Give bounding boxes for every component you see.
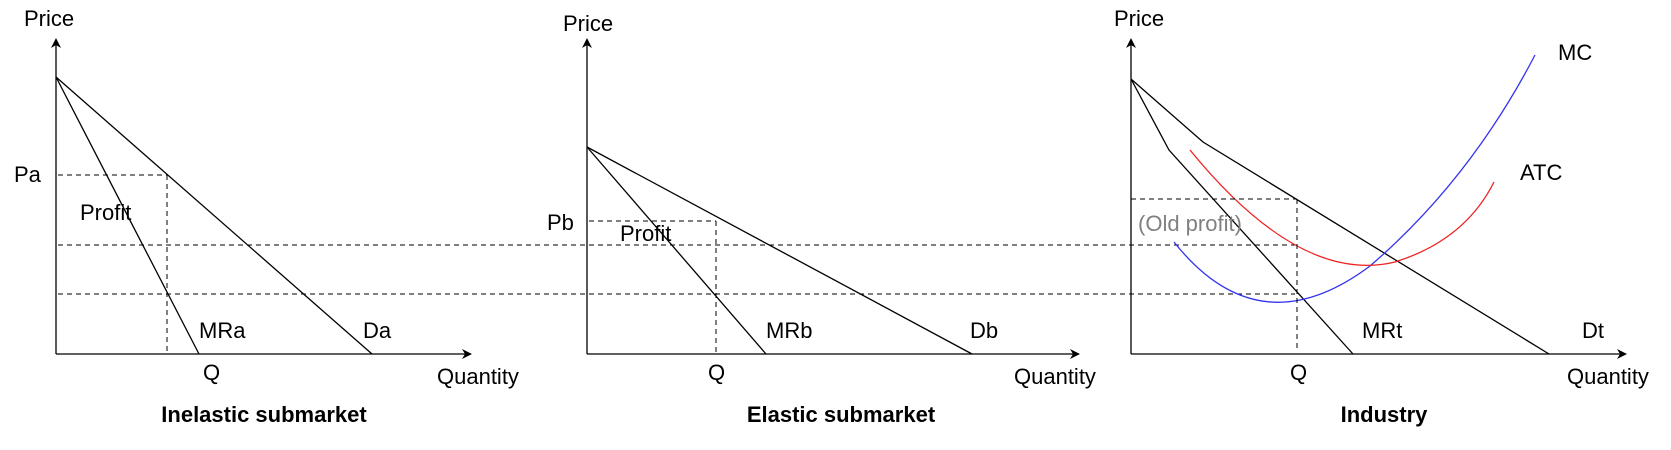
- inelastic-panel-title: Inelastic submarket: [161, 402, 367, 427]
- industry-mr-curve: [1130, 78, 1354, 355]
- inelastic-price-label: Pa: [14, 162, 42, 187]
- inelastic-profit-label: Profit: [80, 200, 131, 225]
- mc-label: MC: [1558, 40, 1592, 65]
- elastic-q-label: Q: [708, 360, 725, 385]
- industry-demand-curve: [1130, 78, 1550, 355]
- industry-mr-label: MRt: [1362, 318, 1402, 343]
- industry-quantity-axis-label: Quantity: [1567, 364, 1649, 389]
- elastic-quantity-axis-label: Quantity: [1014, 364, 1096, 389]
- elastic-demand-label: Db: [970, 318, 998, 343]
- panel-industry: Price Quantity (Old profit) MC ATC MRt D…: [1114, 6, 1649, 427]
- inelastic-mr-label: MRa: [199, 318, 246, 343]
- inelastic-demand-curve: [55, 76, 373, 355]
- elastic-profit-label: Profit: [620, 221, 671, 246]
- industry-demand-label: Dt: [1582, 318, 1604, 343]
- inelastic-price-axis-label: Price: [24, 6, 74, 31]
- industry-q-label: Q: [1290, 360, 1307, 385]
- old-profit-label: (Old profit): [1138, 211, 1242, 236]
- inelastic-demand-label: Da: [363, 318, 392, 343]
- industry-price-axis-label: Price: [1114, 6, 1164, 31]
- elastic-demand-curve: [586, 146, 973, 355]
- inelastic-q-label: Q: [203, 360, 220, 385]
- elastic-mr-curve: [586, 146, 767, 355]
- elastic-price-axis-label: Price: [563, 11, 613, 36]
- inelastic-quantity-axis-label: Quantity: [437, 364, 519, 389]
- inelastic-mr-curve: [55, 76, 200, 355]
- industry-panel-title: Industry: [1341, 402, 1429, 427]
- panel-inelastic: Price Quantity Pa Profit MRa Da Q Inelas…: [14, 6, 519, 427]
- elastic-mr-label: MRb: [766, 318, 812, 343]
- atc-label: ATC: [1520, 160, 1562, 185]
- atc-curve: [1189, 149, 1495, 266]
- panel-elastic: Price Quantity Pb Profit MRb Db Q Elasti…: [547, 11, 1096, 427]
- elastic-panel-title: Elastic submarket: [747, 402, 936, 427]
- elastic-price-label: Pb: [547, 210, 574, 235]
